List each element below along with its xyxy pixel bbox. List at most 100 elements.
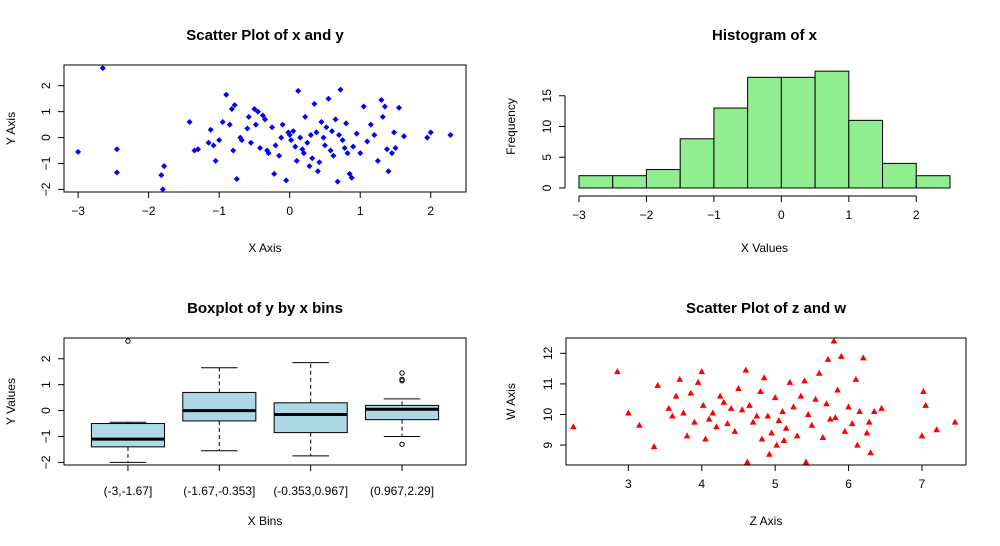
- x-axis-label: X Axis: [248, 241, 281, 255]
- x-tick-label: 2: [913, 208, 920, 222]
- scatter-point: [316, 159, 323, 166]
- scatter-point: [230, 147, 237, 154]
- scatter-point: [815, 369, 823, 376]
- scatter-point: [749, 418, 757, 425]
- scatter-point: [254, 108, 261, 115]
- histogram-bar: [848, 119, 884, 189]
- scatter-point: [311, 100, 318, 107]
- x-tick-label: 0: [286, 204, 293, 218]
- x-tick-label: (-0.353,0.967]: [273, 484, 348, 498]
- scatter-point: [570, 423, 577, 430]
- histogram-bar: [747, 76, 782, 189]
- scatter-point: [332, 116, 339, 123]
- x-tick-label: −3: [572, 208, 586, 222]
- x-tick-label: 0: [778, 208, 785, 222]
- scatter-point: [257, 144, 264, 151]
- scatter-point: [292, 143, 299, 150]
- scatter-point: [834, 386, 841, 393]
- scatter-point: [228, 106, 235, 113]
- scatter-point: [918, 432, 926, 439]
- y-tick-label: −1: [39, 429, 53, 443]
- scatter-point: [713, 423, 720, 430]
- histogram-bar: [814, 70, 850, 189]
- box-outlier: [399, 378, 405, 384]
- x-tick-label: 4: [698, 477, 705, 491]
- scatter-point: [654, 381, 662, 388]
- scatter-point: [327, 147, 334, 154]
- scatter-point: [269, 124, 276, 131]
- y-tick-label: 0: [39, 134, 53, 141]
- scatter-point: [775, 417, 783, 424]
- scatter-point: [391, 129, 398, 136]
- scatter-point: [302, 113, 309, 120]
- scatter-point: [808, 421, 816, 428]
- scatter-point: [325, 95, 332, 102]
- scatter-point: [341, 144, 348, 151]
- scatter-point: [698, 368, 706, 375]
- scatter-point: [231, 102, 238, 109]
- panel-1: Scatter Plot of x and y X Axis Y Axis −2 −1 0…: [4, 27, 467, 255]
- scatter-point: [223, 91, 230, 98]
- histogram-bar: [713, 107, 749, 189]
- chart-title: Scatter Plot of z and w: [686, 300, 846, 317]
- scatter-point: [841, 427, 849, 434]
- x-tick-label: −2: [142, 204, 156, 218]
- box-outlier: [399, 370, 405, 376]
- histogram-bar: [578, 175, 614, 189]
- y-tick-label: 1: [39, 381, 53, 388]
- scatter-point: [804, 411, 812, 418]
- scatter-point: [244, 125, 251, 132]
- scatter-point: [320, 134, 327, 141]
- y-tick-label: 2: [39, 82, 53, 89]
- y-tick-label: 0: [540, 184, 554, 191]
- y-tick-label: 0: [39, 407, 53, 414]
- scatter-point: [720, 398, 728, 405]
- x-tick-label: (-1.67,-0.353]: [183, 484, 255, 498]
- scatter-point: [388, 150, 395, 157]
- scatter-point: [614, 368, 621, 375]
- x-tick-label: −3: [71, 204, 85, 218]
- x-tick-label: 7: [919, 477, 926, 491]
- scatter-point: [699, 401, 707, 408]
- scatter-point: [773, 441, 780, 448]
- y-tick-label: −2: [39, 182, 53, 196]
- plot-frame: [565, 337, 967, 466]
- histogram-bar: [780, 76, 816, 189]
- scatter-point: [771, 394, 779, 401]
- scatter-point: [367, 121, 374, 128]
- scatter-point: [870, 407, 878, 414]
- x-tick-label: −1: [707, 208, 721, 222]
- box-iqr: [365, 404, 440, 421]
- scatter-point: [746, 401, 753, 408]
- scatter-point: [424, 134, 431, 141]
- scatter-point: [878, 404, 885, 411]
- x-tick-label: 3: [625, 477, 632, 491]
- scatter-point: [75, 148, 82, 155]
- scatter-point: [357, 150, 364, 157]
- scatter-point: [159, 186, 166, 193]
- scatter-point: [364, 138, 371, 145]
- scatter-point: [447, 131, 454, 138]
- scatter-point: [219, 119, 226, 126]
- scatter-point: [252, 121, 259, 128]
- box-iqr: [273, 402, 348, 434]
- scatter-point: [758, 435, 766, 442]
- scatter-point: [802, 458, 810, 465]
- scatter-point: [392, 144, 399, 151]
- scatter-point: [337, 86, 344, 93]
- scatter-point: [313, 129, 320, 136]
- histogram-bar: [645, 169, 681, 189]
- scatter-point: [306, 163, 313, 170]
- scatter-point: [709, 409, 717, 416]
- scatter-point: [669, 412, 676, 419]
- scatter-point: [251, 106, 258, 113]
- scatter-point: [161, 163, 168, 170]
- x-axis-label: Z Axis: [750, 514, 783, 528]
- scatter-point: [797, 392, 805, 399]
- scatter-point: [865, 418, 873, 425]
- scatter-point: [278, 134, 285, 141]
- x-tick-label: (-3,-1.67]: [104, 484, 153, 498]
- scatter-point: [790, 403, 797, 410]
- scatter-point: [705, 415, 713, 422]
- box-iqr: [90, 423, 165, 448]
